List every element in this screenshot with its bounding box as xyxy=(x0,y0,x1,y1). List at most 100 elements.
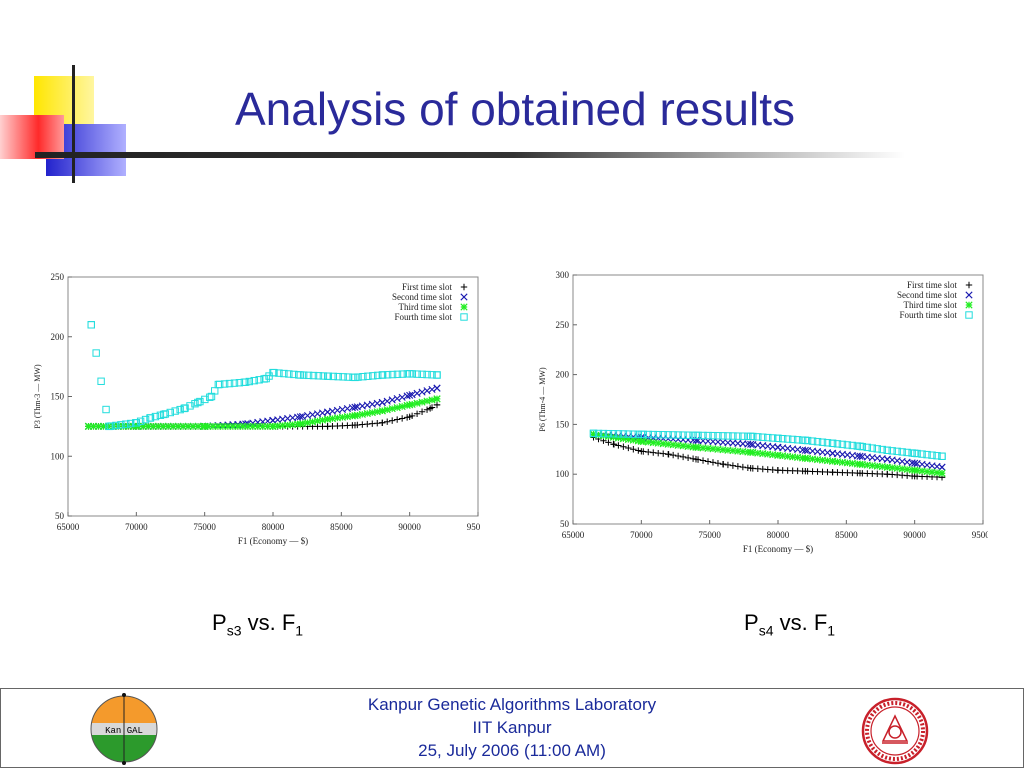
series-4 xyxy=(589,429,946,460)
scatter-point xyxy=(709,431,717,440)
x-tick-label: 80000 xyxy=(262,522,285,532)
data-point xyxy=(324,408,332,416)
scatter-point xyxy=(189,422,197,430)
scatter-point xyxy=(918,467,926,475)
scatter-point xyxy=(789,453,797,461)
scatter-point xyxy=(141,415,150,424)
x-tick-label: 70000 xyxy=(630,530,653,540)
series-3 xyxy=(589,430,946,477)
scatter-point xyxy=(739,447,747,456)
scatter-point xyxy=(393,403,401,412)
scatter-point xyxy=(428,396,436,404)
scatter-point xyxy=(92,349,100,357)
scatter-point xyxy=(249,422,257,430)
scatter-point xyxy=(373,408,381,416)
caption-ps3-sub2: 1 xyxy=(295,622,304,639)
data-point xyxy=(883,446,892,454)
scatter-point xyxy=(374,371,382,380)
scatter-point xyxy=(279,421,287,430)
x-tick-label: 65000 xyxy=(57,522,80,532)
scatter-point xyxy=(605,439,612,446)
scatter-point xyxy=(659,440,667,448)
data-point xyxy=(746,432,755,441)
legend-marker xyxy=(460,313,468,321)
data-point xyxy=(938,469,946,477)
data-point xyxy=(774,467,782,474)
x-axis-label: F1 (Economy — $) xyxy=(238,536,308,546)
data-point xyxy=(637,430,646,439)
scatter-point xyxy=(734,463,742,470)
scatter-point xyxy=(878,463,886,471)
x-tick-label: 85000 xyxy=(835,530,858,540)
scatter-point xyxy=(669,441,677,449)
scatter-point xyxy=(714,460,722,467)
data-point xyxy=(774,451,782,459)
scatter-point xyxy=(893,447,901,456)
scatter-point xyxy=(314,372,323,380)
scatter-point xyxy=(689,455,697,462)
data-point xyxy=(406,401,414,409)
scatter-point xyxy=(614,430,623,438)
scatter-point xyxy=(649,439,657,447)
scatter-point xyxy=(139,422,147,430)
scatter-point xyxy=(813,437,822,446)
legend-marker xyxy=(460,293,468,301)
data-point xyxy=(146,414,154,422)
scatter-point xyxy=(669,431,677,439)
scatter-point xyxy=(179,422,187,430)
data-point xyxy=(84,422,93,430)
kangal-logo: Kan GAL xyxy=(90,693,158,765)
scatter-point xyxy=(754,449,762,457)
data-point xyxy=(720,461,727,468)
x-tick-label: 65000 xyxy=(562,530,585,540)
scatter-point xyxy=(423,406,431,413)
scatter-point xyxy=(284,421,292,429)
scatter-point xyxy=(171,407,179,415)
scatter-point xyxy=(94,422,103,430)
legend-marker xyxy=(460,283,468,291)
scatter-point xyxy=(808,437,817,445)
scatter-point xyxy=(159,422,167,430)
scatter-point xyxy=(793,436,802,444)
scatter-point xyxy=(739,432,747,440)
scatter-point xyxy=(719,446,727,454)
scatter-point xyxy=(903,465,911,474)
scatter-point xyxy=(344,373,352,381)
scatter-point xyxy=(144,422,152,430)
scatter-point xyxy=(184,422,192,430)
scatter-point xyxy=(704,431,712,440)
scatter-point xyxy=(878,445,886,454)
scatter-point xyxy=(734,447,742,455)
scatter-point xyxy=(684,454,692,462)
scatter-point xyxy=(119,422,127,430)
data-point xyxy=(774,443,782,451)
data-point xyxy=(159,410,168,419)
x-tick-label: 80000 xyxy=(767,530,790,540)
data-point xyxy=(829,469,836,476)
data-point xyxy=(910,449,919,457)
data-point xyxy=(433,371,441,379)
footer-text: Kanpur Genetic Algorithms Laboratory IIT… xyxy=(0,693,1024,762)
y-tick-label: 150 xyxy=(556,419,570,429)
scatter-point xyxy=(225,379,234,388)
scatter-point xyxy=(594,431,603,439)
scatter-point xyxy=(888,447,896,455)
data-point xyxy=(938,452,946,460)
plot-ps3: 65000 70000 75000 80000 85000 90000 95000 50 100… xyxy=(25,268,480,563)
scatter-point xyxy=(209,422,217,430)
caption-ps3: Ps3 vs. F1 xyxy=(212,610,303,638)
scatter-point xyxy=(863,443,872,452)
scatter-point xyxy=(679,442,687,450)
data-point xyxy=(801,446,809,454)
scatter-point xyxy=(114,422,122,430)
scatter-point xyxy=(329,372,337,381)
data-point xyxy=(829,449,837,457)
scatter-point xyxy=(784,452,792,460)
scatter-point xyxy=(334,372,342,381)
caption-ps3-sub: s3 xyxy=(226,622,242,639)
scatter-point xyxy=(729,432,737,440)
scatter-point xyxy=(104,422,113,430)
legend-marker xyxy=(965,311,973,319)
x-tick-label: 95000 xyxy=(467,522,480,532)
y-tick-label: 200 xyxy=(556,370,570,380)
